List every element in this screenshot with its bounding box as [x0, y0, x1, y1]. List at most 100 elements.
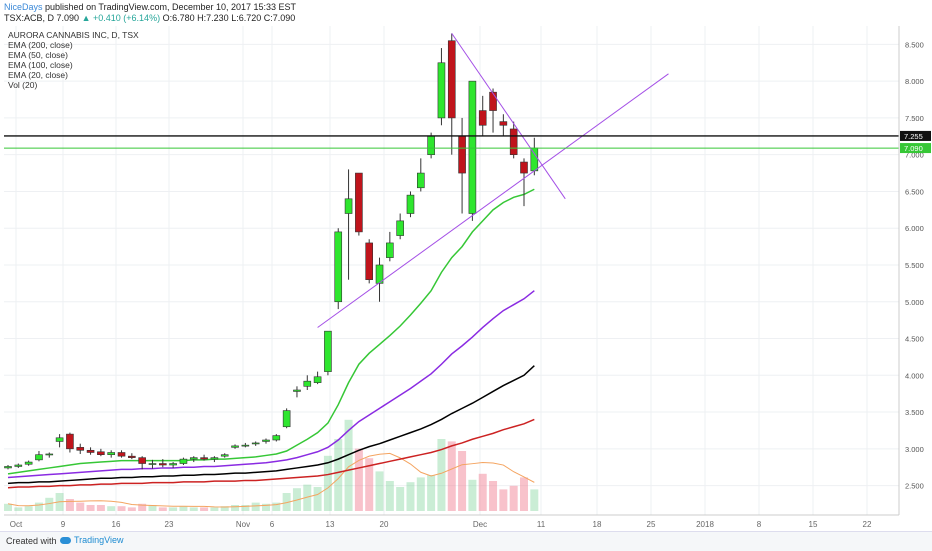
- candle-body[interactable]: [148, 463, 157, 465]
- candle-body[interactable]: [35, 454, 43, 461]
- volume-bar: [396, 487, 405, 511]
- y-tick-label: 4.000: [905, 371, 924, 380]
- candle-body[interactable]: [200, 457, 208, 460]
- candle-body[interactable]: [313, 376, 322, 383]
- legend-item[interactable]: Vol (20): [8, 80, 38, 90]
- candle-body[interactable]: [468, 80, 477, 214]
- x-tick-label: 16: [112, 520, 121, 529]
- volume-bar: [96, 505, 105, 511]
- x-tick-label: 2018: [696, 520, 714, 529]
- candle-body[interactable]: [189, 457, 198, 460]
- volume-bar: [344, 419, 353, 511]
- candle-body[interactable]: [107, 452, 115, 456]
- candle-body[interactable]: [458, 136, 466, 174]
- candle-body[interactable]: [55, 437, 64, 442]
- candle-body[interactable]: [159, 463, 167, 466]
- trendline-resistance[interactable]: [451, 33, 566, 200]
- y-tick-label: 2.500: [905, 482, 924, 491]
- candle-body[interactable]: [241, 444, 250, 447]
- y-tick-label: 8.000: [905, 77, 924, 86]
- candle-body[interactable]: [520, 161, 528, 174]
- cloud-icon: [60, 537, 71, 545]
- price-chart[interactable]: Oct 9 16 23 Nov 6 13 20 Dec 11 18 25 2018 8 15 22 2.500 3…: [0, 24, 932, 531]
- candle-body[interactable]: [355, 172, 363, 233]
- candle-body[interactable]: [4, 466, 12, 469]
- candle-body[interactable]: [282, 410, 291, 428]
- y-tick-label: 8.500: [905, 40, 924, 49]
- y-tick-label: 3.500: [905, 408, 924, 417]
- indicator-legend: AURORA CANNABIS INC, D, TSX EMA (200, cl…: [8, 30, 139, 90]
- candle-body[interactable]: [365, 242, 374, 280]
- volume-bar: [499, 489, 508, 511]
- y-tick-label: 5.500: [905, 261, 924, 270]
- price-tag: [900, 143, 931, 154]
- candle-body[interactable]: [489, 91, 497, 111]
- candle-body[interactable]: [210, 457, 219, 460]
- volume-bar: [334, 439, 343, 511]
- y-tick-label: 3.000: [905, 445, 924, 454]
- brand-name: TradingView: [74, 535, 124, 545]
- x-tick-label: 22: [863, 520, 872, 529]
- volume-bar: [323, 455, 332, 511]
- candle-body[interactable]: [14, 464, 23, 467]
- candle-body[interactable]: [437, 62, 446, 119]
- candle-body[interactable]: [169, 463, 177, 466]
- legend-item[interactable]: EMA (200, close): [8, 40, 73, 50]
- candle-body[interactable]: [396, 220, 404, 236]
- created-with-text: Created with: [6, 536, 57, 546]
- candle-body[interactable]: [45, 453, 54, 456]
- x-tick-label: 6: [270, 520, 275, 529]
- candle-body[interactable]: [76, 447, 85, 451]
- candle-body[interactable]: [97, 451, 105, 456]
- tradingview-logo[interactable]: TradingView: [60, 535, 124, 545]
- candle-body[interactable]: [509, 128, 518, 155]
- ema-line[interactable]: [7, 418, 535, 489]
- candle-body[interactable]: [220, 454, 229, 457]
- trendline-support[interactable]: [317, 73, 669, 328]
- candle-body[interactable]: [251, 442, 260, 445]
- x-tick-label: Nov: [236, 520, 250, 529]
- candle-body[interactable]: [66, 433, 74, 450]
- candle-body[interactable]: [262, 439, 270, 442]
- candle-body[interactable]: [530, 147, 539, 172]
- candle-body[interactable]: [117, 452, 126, 457]
- candle-body[interactable]: [138, 457, 146, 464]
- legend-item[interactable]: EMA (100, close): [8, 60, 73, 70]
- x-tick-label: 8: [757, 520, 762, 529]
- candle-body[interactable]: [179, 458, 188, 464]
- legend-item[interactable]: EMA (50, close): [8, 50, 68, 60]
- legend-item[interactable]: EMA (20, close): [8, 70, 68, 80]
- candle-body[interactable]: [478, 110, 487, 126]
- candle-body[interactable]: [447, 40, 456, 119]
- candle-body[interactable]: [293, 389, 301, 392]
- candle-body[interactable]: [303, 380, 312, 387]
- candle-body[interactable]: [416, 172, 425, 189]
- ema-line[interactable]: [7, 290, 535, 479]
- candle-body[interactable]: [324, 330, 332, 372]
- volume-bar: [220, 506, 229, 511]
- candle-body[interactable]: [499, 121, 508, 126]
- candle-body[interactable]: [334, 231, 343, 303]
- ema-line[interactable]: [7, 188, 535, 475]
- candle-body[interactable]: [344, 198, 353, 214]
- price-tag-label: 7.255: [904, 132, 923, 141]
- close-value: C:7.090: [263, 13, 296, 23]
- x-tick-label: Oct: [10, 520, 23, 529]
- candle-body[interactable]: [231, 445, 239, 448]
- candle-body[interactable]: [406, 194, 415, 214]
- candle-body[interactable]: [272, 435, 281, 441]
- volume-bar: [313, 487, 322, 511]
- author-link[interactable]: NiceDays: [4, 2, 43, 12]
- candle-body[interactable]: [128, 455, 136, 458]
- volume-bar: [231, 505, 240, 511]
- candle-body[interactable]: [24, 461, 33, 465]
- x-tick-label: 18: [593, 520, 602, 529]
- volume-bar: [262, 503, 270, 511]
- candle-body[interactable]: [386, 242, 394, 258]
- ema-line[interactable]: [7, 365, 535, 485]
- volume-bar: [520, 477, 528, 511]
- candle-body[interactable]: [86, 449, 95, 453]
- volume-bar: [437, 439, 446, 511]
- candle-body[interactable]: [375, 264, 384, 284]
- candle-body[interactable]: [427, 136, 435, 155]
